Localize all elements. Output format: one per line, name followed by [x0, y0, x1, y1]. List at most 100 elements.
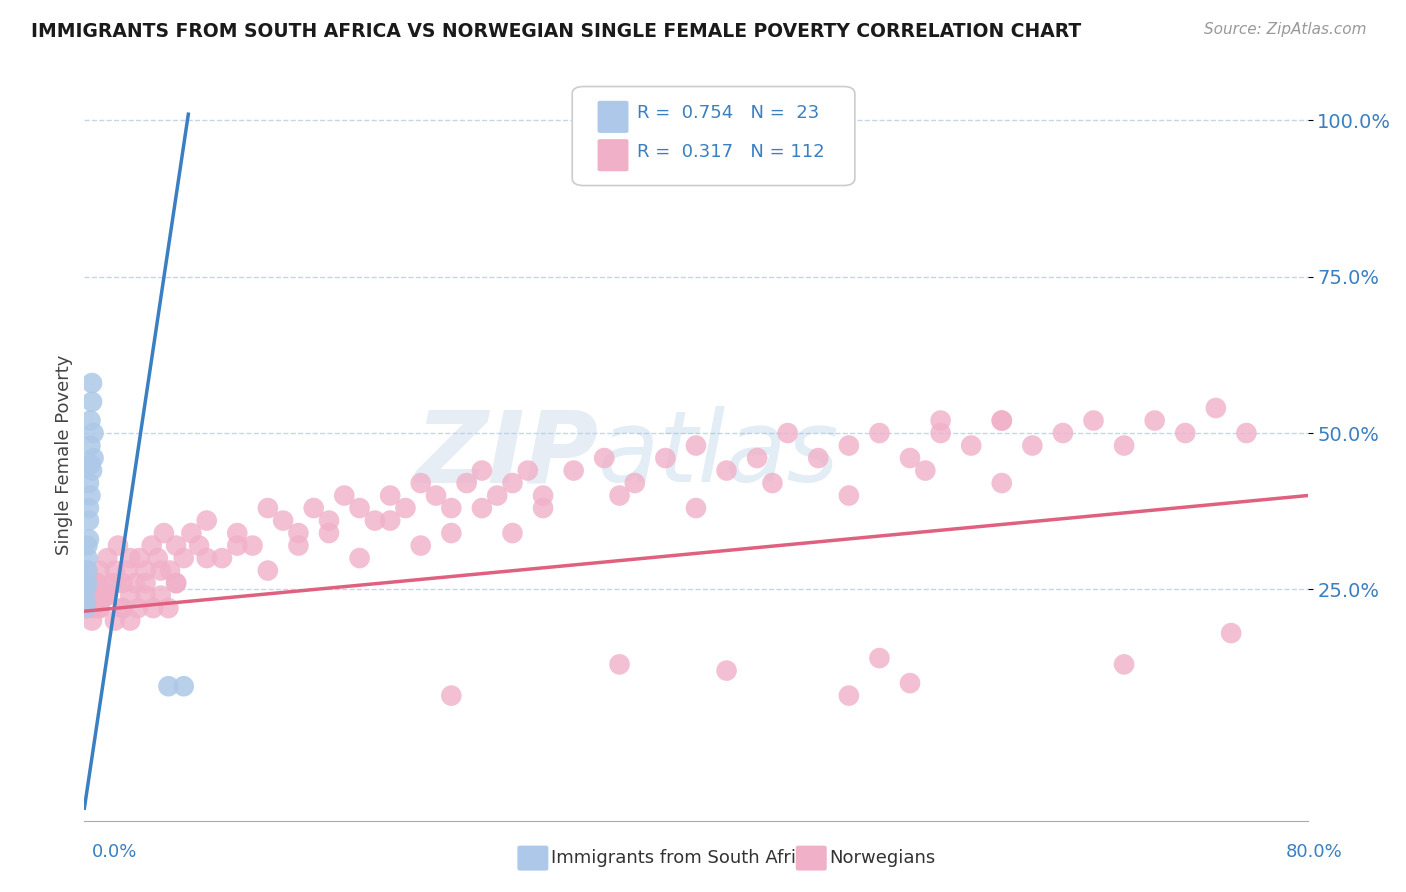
Point	[898, 451, 921, 466]
Point	[318, 514, 340, 528]
Point	[287, 526, 309, 541]
Point	[135, 564, 157, 578]
Point	[502, 476, 524, 491]
Point	[929, 425, 952, 440]
Point	[120, 614, 142, 628]
Point	[654, 451, 676, 466]
Point	[157, 601, 180, 615]
Point	[77, 476, 100, 491]
Point	[486, 489, 509, 503]
Point	[440, 526, 463, 541]
Point	[195, 514, 218, 528]
Point	[76, 551, 98, 566]
Point	[80, 394, 103, 409]
Text: 80.0%: 80.0%	[1286, 843, 1343, 861]
Point	[609, 657, 631, 672]
Point	[149, 564, 172, 578]
Point	[1205, 401, 1227, 415]
Point	[1174, 425, 1197, 440]
Point	[333, 489, 356, 503]
Point	[89, 601, 111, 615]
Point	[86, 576, 108, 591]
Point	[838, 689, 860, 703]
Point	[1052, 425, 1074, 440]
Point	[80, 614, 103, 628]
Point	[242, 539, 264, 553]
Point	[79, 489, 101, 503]
Point	[115, 564, 138, 578]
Point	[83, 601, 105, 615]
Point	[96, 589, 118, 603]
Point	[153, 526, 176, 541]
Point	[257, 564, 280, 578]
Point	[159, 564, 181, 578]
Point	[394, 501, 416, 516]
Point	[226, 526, 249, 541]
Point	[127, 601, 149, 615]
Point	[318, 526, 340, 541]
Point	[107, 539, 129, 553]
Point	[624, 476, 647, 491]
Point	[173, 551, 195, 566]
Point	[1220, 626, 1243, 640]
Point	[562, 464, 585, 478]
Text: R =  0.754   N =  23: R = 0.754 N = 23	[637, 104, 820, 122]
Point	[380, 514, 402, 528]
Text: Immigrants from South Africa: Immigrants from South Africa	[551, 849, 817, 867]
Point	[157, 679, 180, 693]
Point	[104, 576, 127, 591]
Point	[101, 576, 124, 591]
Point	[425, 489, 447, 503]
Text: IMMIGRANTS FROM SOUTH AFRICA VS NORWEGIAN SINGLE FEMALE POVERTY CORRELATION CHAR: IMMIGRANTS FROM SOUTH AFRICA VS NORWEGIA…	[31, 22, 1081, 41]
Point	[1143, 413, 1166, 427]
Y-axis label: Single Female Poverty: Single Female Poverty	[55, 355, 73, 555]
Point	[991, 413, 1014, 427]
Point	[180, 526, 202, 541]
Point	[135, 589, 157, 603]
Point	[609, 489, 631, 503]
Point	[135, 576, 157, 591]
Point	[1114, 438, 1136, 452]
Point	[471, 464, 494, 478]
Point	[257, 501, 280, 516]
Point	[349, 501, 371, 516]
Point	[195, 551, 218, 566]
Point	[80, 376, 103, 390]
Point	[76, 539, 98, 553]
Point	[287, 539, 309, 553]
Point	[165, 539, 187, 553]
Point	[80, 464, 103, 478]
Point	[188, 539, 211, 553]
Point	[75, 582, 97, 597]
Point	[1114, 657, 1136, 672]
Point	[1236, 425, 1258, 440]
Point	[76, 564, 98, 578]
Text: Source: ZipAtlas.com: Source: ZipAtlas.com	[1204, 22, 1367, 37]
Point	[96, 551, 118, 566]
Point	[302, 501, 325, 516]
Point	[776, 425, 799, 440]
Point	[124, 576, 146, 591]
Point	[869, 651, 891, 665]
Point	[128, 551, 150, 566]
Point	[173, 679, 195, 693]
Point	[869, 425, 891, 440]
Point	[685, 501, 707, 516]
Point	[531, 489, 554, 503]
Point	[471, 501, 494, 516]
Text: Norwegians: Norwegians	[830, 849, 936, 867]
Point	[516, 464, 538, 478]
Point	[120, 551, 142, 566]
Point	[75, 601, 97, 615]
Point	[104, 564, 127, 578]
Point	[111, 601, 134, 615]
Point	[83, 451, 105, 466]
Point	[838, 438, 860, 452]
Point	[76, 564, 98, 578]
Point	[761, 476, 783, 491]
Point	[685, 438, 707, 452]
Point	[79, 576, 101, 591]
Point	[91, 589, 114, 603]
Point	[75, 570, 97, 584]
Point	[593, 451, 616, 466]
